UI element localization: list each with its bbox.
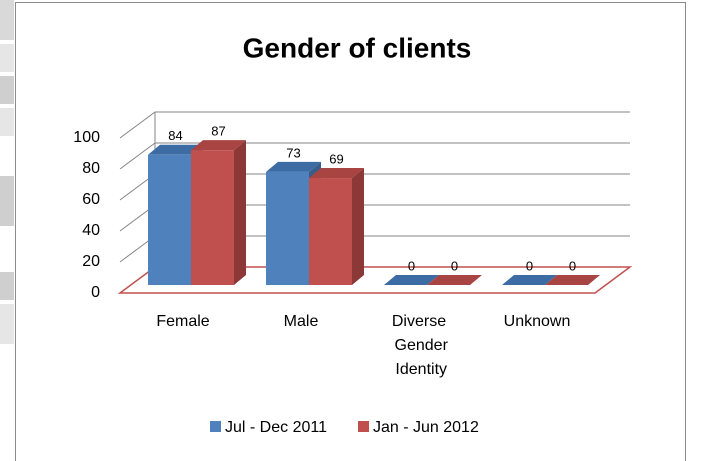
data-label: 84 [168, 128, 182, 143]
legend-swatch [358, 421, 369, 432]
y-tick-label: 40 [82, 222, 100, 239]
x-tick-label: Female [156, 313, 209, 330]
bar-side [352, 168, 364, 285]
data-label: 69 [329, 151, 343, 166]
bar [148, 154, 191, 285]
legend-swatch [210, 421, 221, 432]
floor [117, 266, 633, 294]
data-label: 73 [286, 145, 300, 160]
data-label: 0 [526, 258, 533, 273]
x-tick-label: Diverse Gender Identity [390, 313, 448, 378]
data-label: 0 [569, 258, 576, 273]
bar-top [545, 275, 600, 285]
legend-label: Jan - Jun 2012 [373, 419, 479, 436]
data-label: 0 [408, 258, 415, 273]
bar-top [309, 168, 364, 179]
bar-top [266, 161, 321, 172]
bar [309, 178, 352, 285]
bar-top [384, 275, 439, 285]
sheet-edge [0, 0, 14, 344]
bar-top [502, 275, 557, 285]
y-tick-label: 20 [82, 253, 100, 270]
y-tick-label: 0 [91, 284, 100, 301]
bar [266, 171, 309, 285]
y-tick-label: 60 [82, 191, 100, 208]
bar-top [427, 275, 482, 285]
legend-label: Jul - Dec 2011 [225, 419, 327, 436]
y-tick-label: 100 [73, 129, 100, 146]
bar-side [234, 140, 246, 285]
chart-frame [15, 2, 686, 461]
x-tick-label: Unknown [504, 313, 571, 330]
x-tick-label: Male [284, 313, 319, 330]
y-tick-label: 80 [82, 160, 100, 177]
bar [191, 150, 234, 285]
bar-top [148, 144, 203, 155]
data-label: 87 [211, 124, 225, 139]
chart-title: Gender of clients [243, 32, 472, 63]
bar-top [191, 140, 246, 151]
data-label: 0 [451, 258, 458, 273]
